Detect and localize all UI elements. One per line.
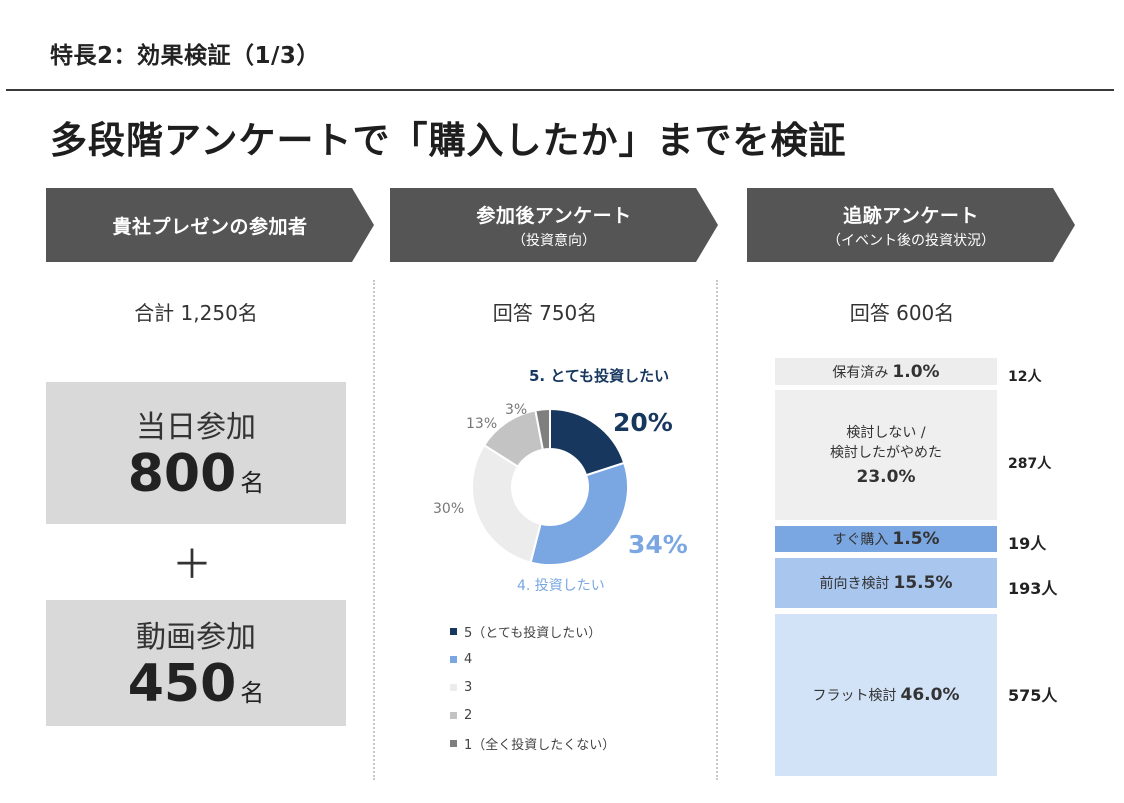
page-header-title: 特長2：効果検証（1/3） (50, 43, 320, 69)
legend-swatch (450, 739, 457, 747)
legend-item: 2 (450, 701, 615, 729)
tracking-count: 575人 (1008, 686, 1058, 705)
column-title: 貴社プレゼンの参加者 (112, 215, 308, 238)
tracking-bar-positive: 前向き検討 15.5% (775, 558, 997, 608)
donut-slice-1 (534, 407, 551, 451)
legend-item: 5（とても投資したい） (450, 617, 615, 645)
bar-label: 前向き検討 (819, 576, 890, 592)
tracking-count: 193人 (1008, 579, 1058, 598)
tracking-count: 12人 (1008, 369, 1042, 385)
column-title: 参加後アンケート (476, 204, 632, 227)
response-count: 回答 750名 (492, 301, 598, 325)
donut-slice-3 (471, 443, 542, 564)
legend-item: 3 (450, 673, 615, 701)
response-count: 回答 600名 (849, 301, 955, 325)
bar-value: 23.0% (856, 467, 916, 488)
legend-item: 4 (450, 645, 615, 673)
box-label: 動画参加 (136, 620, 256, 656)
box-label: 当日参加 (136, 410, 256, 446)
box-number: 450 名 (128, 656, 265, 713)
legend-item: 1（全く投資したくない） (450, 729, 615, 757)
donut-legend: 5（とても投資したい） 4 3 2 1（全く投資したくない） (450, 617, 615, 757)
video-participants-box: 動画参加 450 名 (46, 600, 346, 726)
donut-slice-4 (529, 461, 629, 566)
legend-swatch (450, 627, 457, 635)
header-divider (6, 89, 1114, 91)
legend-label: 4 (464, 651, 473, 667)
donut-chart (471, 407, 629, 566)
main-title: 多段階アンケートで「購入したか」までを検証 (50, 119, 847, 162)
total-count: 合計 1,250名 (134, 301, 258, 325)
column-separator (716, 280, 718, 780)
tracking-bar-already-owned: 保有済み 1.0% (775, 358, 997, 385)
bar-label: 検討しない / 検討したがやめた (830, 424, 942, 461)
tracking-count: 287人 (1008, 456, 1052, 472)
legend-label: 5（とても投資したい） (464, 625, 602, 641)
bar-value: 1.5% (892, 529, 940, 549)
donut-pct-2: 13% (466, 416, 498, 432)
bar-label: 保有済み (832, 364, 889, 381)
legend-label: 3 (464, 679, 473, 695)
bar-label: すぐ購入 (832, 532, 889, 548)
legend-swatch (450, 683, 457, 691)
donut-pct-1: 3% (505, 402, 528, 418)
donut-top-label: 5. とても投資したい (529, 367, 670, 385)
bar-label: フラット検討 (812, 688, 897, 704)
tracking-bar-bought-immediately: すぐ購入 1.5% (775, 526, 997, 552)
column-header-tracking-survey: 追跡アンケート （イベント後の投資状況） (747, 188, 1075, 262)
tracking-count: 19人 (1008, 534, 1047, 553)
legend-swatch (450, 711, 457, 719)
number-unit: 名 (240, 679, 265, 708)
number-value: 800 (127, 444, 237, 505)
bar-value: 15.5% (893, 573, 953, 593)
donut-bottom-label: 4. 投資したい (517, 578, 605, 594)
donut-pct-3: 30% (433, 501, 465, 517)
plus-sign: ＋ (172, 542, 212, 588)
bar-value: 1.0% (892, 361, 940, 382)
legend-label: 2 (464, 707, 473, 723)
tracking-bar-not-considering: 検討しない / 検討したがやめた 23.0% (775, 390, 997, 520)
donut-pct-5: 20% (613, 408, 673, 437)
number-unit: 名 (240, 469, 265, 498)
bar-value: 46.0% (900, 685, 960, 705)
column-subtitle: （イベント後の投資状況） (827, 232, 995, 249)
number-value: 450 (127, 654, 237, 715)
column-subtitle: （投資意向） (512, 232, 596, 249)
same-day-participants-box: 当日参加 800 名 (46, 382, 346, 524)
column-header-post-survey: 参加後アンケート （投資意向） (390, 188, 718, 262)
legend-swatch (450, 655, 457, 663)
legend-label: 1（全く投資したくない） (464, 737, 616, 753)
column-title: 追跡アンケート (843, 204, 979, 227)
donut-pct-4: 34% (628, 530, 688, 559)
column-header-participants: 貴社プレゼンの参加者 (46, 188, 374, 262)
column-separator (373, 280, 375, 780)
box-number: 800 名 (128, 446, 265, 503)
tracking-bar-flat: フラット検討 46.0% (775, 614, 997, 776)
